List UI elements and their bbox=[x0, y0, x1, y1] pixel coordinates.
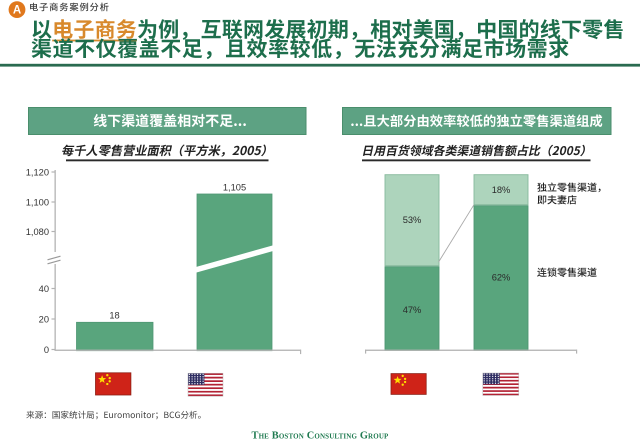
svg-text:1,080: 1,080 bbox=[26, 227, 49, 237]
svg-text:A: A bbox=[13, 5, 21, 17]
svg-text:1,120: 1,120 bbox=[26, 167, 49, 177]
svg-text:20: 20 bbox=[39, 314, 49, 324]
svg-text:47%: 47% bbox=[403, 305, 422, 315]
svg-text:40: 40 bbox=[39, 284, 49, 294]
svg-text:1,105: 1,105 bbox=[223, 182, 246, 192]
svg-text:0: 0 bbox=[44, 345, 49, 355]
svg-text:18%: 18% bbox=[492, 185, 511, 195]
svg-text:18: 18 bbox=[109, 311, 119, 321]
svg-text:The Boston Consulting Group: The Boston Consulting Group bbox=[252, 431, 390, 442]
svg-text:53%: 53% bbox=[403, 215, 422, 225]
svg-text:62%: 62% bbox=[492, 273, 511, 283]
svg-text:1,100: 1,100 bbox=[26, 197, 49, 207]
